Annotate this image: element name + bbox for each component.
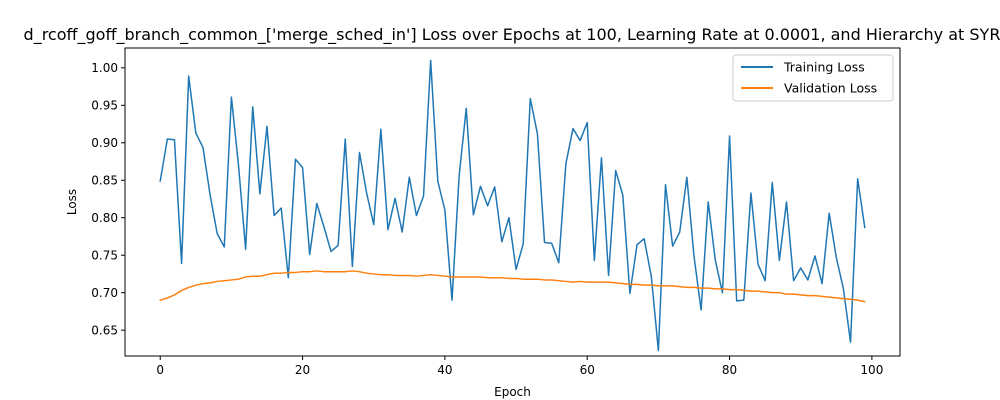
plot-frame	[124, 47, 901, 357]
legend: Training Loss Validation Loss	[732, 54, 894, 102]
legend-label-training-loss: Training Loss	[783, 60, 865, 75]
series-layer	[159, 59, 866, 352]
series-line-training-loss	[159, 59, 866, 352]
series-line-validation-loss	[159, 270, 866, 303]
legend-label-validation-loss: Validation Loss	[784, 81, 877, 96]
y-tick-label: 0.85	[91, 174, 118, 188]
y-tick-label: 0.75	[91, 249, 118, 263]
x-tick-label: 0	[156, 363, 164, 377]
x-tick-label: 100	[860, 363, 883, 377]
x-tick-label: 20	[295, 363, 310, 377]
x-tick-label: 80	[722, 363, 737, 377]
x-tick-label: 60	[580, 363, 595, 377]
y-tick-label: 0.90	[91, 136, 118, 150]
y-tick-label: 1.00	[91, 61, 118, 75]
x-axis-label: Epoch	[494, 385, 531, 399]
y-axis: 0.65 0.70 0.75 0.80 0.85 0.90 0.95 1.00	[91, 61, 125, 337]
x-tick-label: 40	[437, 363, 452, 377]
y-tick-label: 0.80	[91, 211, 118, 225]
chart-title: d_rcoff_goff_branch_common_['merge_sched…	[24, 25, 1000, 45]
y-tick-label: 0.70	[91, 286, 118, 300]
y-axis-label: Loss	[65, 189, 79, 215]
plot-area	[124, 47, 901, 357]
y-tick-label: 0.65	[91, 323, 118, 337]
y-tick-label: 0.95	[91, 99, 118, 113]
x-axis: 0 20 40 60 80 100	[156, 356, 883, 377]
